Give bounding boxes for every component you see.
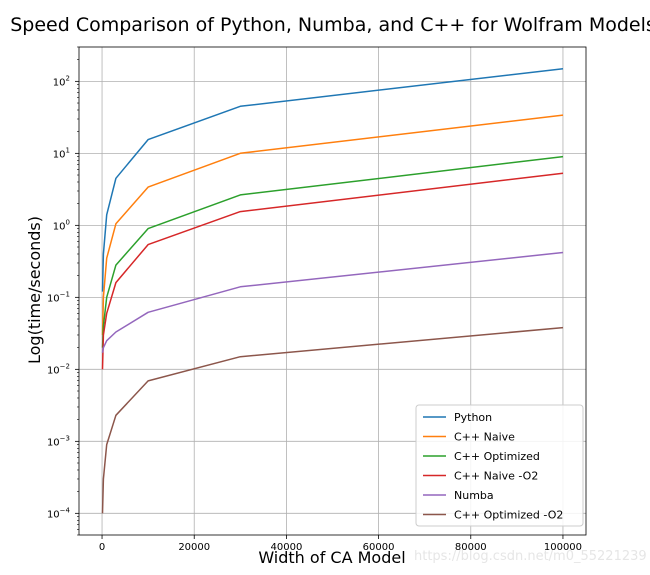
series-line-cpp-optimized-o2 — [101, 326, 564, 514]
y-tick-label: 102 — [53, 74, 70, 88]
legend-label: C++ Naive -O2 — [454, 470, 538, 483]
series-line-cpp-naive — [101, 114, 564, 336]
chart-title: Speed Comparison of Python, Numba, and C… — [10, 14, 650, 36]
legend: Python C++ Naive C++ Optimized C++ Naive -O… — [415, 404, 584, 527]
x-tick-label: 80000 — [455, 542, 487, 553]
y-tick-label: 100 — [53, 218, 70, 232]
y-tick-label: 10−3 — [47, 434, 70, 448]
y-tick-label: 10−1 — [47, 290, 70, 304]
y-tick-label: 10−4 — [47, 506, 71, 520]
x-tick-label: 0 — [99, 542, 105, 553]
x-tick-label: 40000 — [271, 542, 303, 553]
series-line-cpp-naive-o2 — [101, 172, 564, 370]
x-tick-label: 100000 — [544, 542, 582, 553]
series-lines — [101, 67, 564, 514]
y-axis-ticks: 10−4 10−3 10−2 10−1 100 101 102 — [47, 46, 79, 536]
x-tick-label: 60000 — [363, 542, 395, 553]
series-line-cpp-optimized — [101, 155, 564, 348]
y-axis-label: Log(time/seconds) — [25, 216, 44, 364]
y-tick-label: 101 — [53, 146, 70, 160]
grid — [79, 47, 586, 535]
y-tick-label: 10−2 — [47, 362, 70, 376]
legend-label: C++ Naive — [454, 431, 515, 444]
plot-frame — [78, 46, 587, 536]
series-line-python — [101, 67, 564, 292]
legend-label: Numba — [454, 489, 494, 502]
x-tick-label: 20000 — [178, 542, 210, 553]
legend-label: Python — [454, 411, 492, 424]
x-axis-ticks: 0 20000 40000 60000 80000 100000 — [99, 535, 582, 553]
legend-label: C++ Optimized -O2 — [454, 509, 563, 522]
series-line-numba — [101, 251, 564, 353]
watermark-text: https://blog.csdn.net/m0_55221239 — [414, 549, 647, 564]
legend-box — [415, 404, 584, 527]
x-axis-label: Width of CA Model — [258, 548, 405, 567]
legend-label: C++ Optimized — [454, 450, 540, 463]
